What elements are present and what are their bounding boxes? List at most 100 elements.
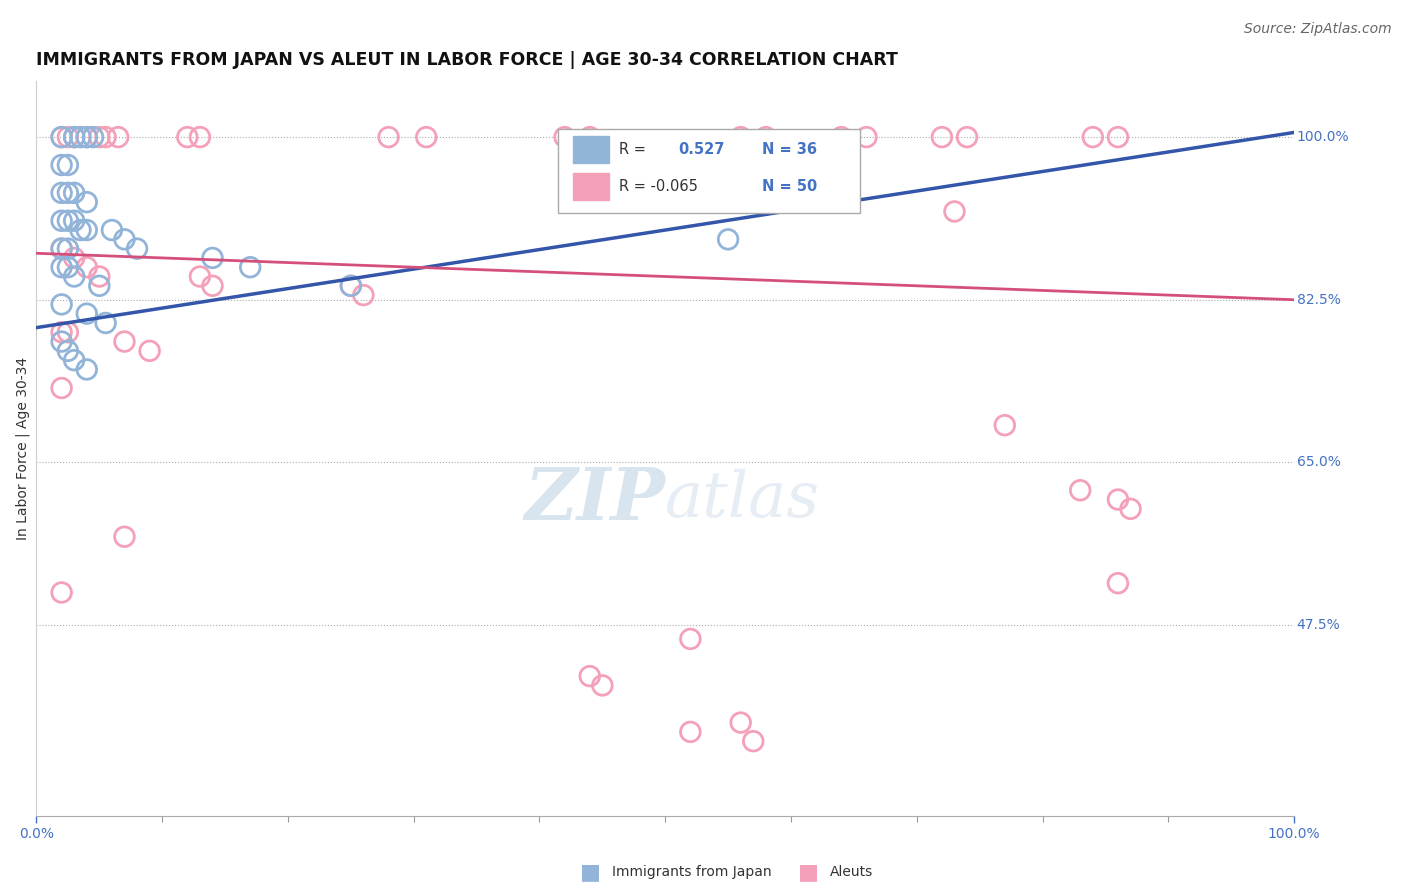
Point	[755, 130, 778, 145]
Text: Immigrants from Japan: Immigrants from Japan	[612, 865, 772, 880]
Point	[1107, 576, 1129, 591]
Text: 47.5%: 47.5%	[1296, 618, 1340, 632]
Point	[340, 278, 363, 293]
Text: 0.527: 0.527	[678, 142, 724, 157]
Point	[956, 130, 979, 145]
Point	[94, 316, 117, 330]
Point	[69, 223, 91, 237]
Point	[63, 269, 86, 284]
Y-axis label: In Labor Force | Age 30-34: In Labor Force | Age 30-34	[15, 357, 30, 540]
Point	[679, 724, 702, 739]
Point	[56, 213, 79, 227]
Point	[114, 232, 136, 246]
Bar	[574, 136, 609, 163]
Point	[554, 130, 576, 145]
Point	[1119, 501, 1142, 516]
Point	[94, 130, 117, 145]
Text: 65.0%: 65.0%	[1296, 456, 1340, 469]
Point	[51, 186, 73, 200]
Text: R =: R =	[619, 142, 645, 157]
Point	[1081, 130, 1104, 145]
Text: Source: ZipAtlas.com: Source: ZipAtlas.com	[1244, 22, 1392, 37]
Text: ZIP: ZIP	[524, 465, 665, 535]
Point	[76, 307, 98, 321]
Point	[76, 195, 98, 210]
Point	[641, 167, 664, 181]
Point	[89, 278, 111, 293]
Point	[994, 418, 1017, 433]
Point	[138, 343, 160, 358]
Point	[415, 130, 437, 145]
Point	[101, 223, 124, 237]
Point	[730, 715, 752, 730]
Point	[51, 213, 73, 227]
Point	[63, 353, 86, 368]
Point	[176, 130, 198, 145]
Point	[830, 130, 852, 145]
Point	[1107, 492, 1129, 507]
Point	[56, 343, 79, 358]
Point	[56, 325, 79, 339]
Point	[855, 130, 877, 145]
Point	[63, 130, 86, 145]
Point	[76, 260, 98, 275]
Point	[51, 260, 73, 275]
Point	[89, 269, 111, 284]
Point	[114, 334, 136, 349]
Point	[931, 130, 953, 145]
Point	[76, 130, 98, 145]
Point	[76, 223, 98, 237]
Point	[188, 130, 211, 145]
Text: IMMIGRANTS FROM JAPAN VS ALEUT IN LABOR FORCE | AGE 30-34 CORRELATION CHART: IMMIGRANTS FROM JAPAN VS ALEUT IN LABOR …	[37, 51, 898, 69]
Text: R = -0.065: R = -0.065	[619, 178, 697, 194]
Point	[51, 242, 73, 256]
Point	[943, 204, 966, 219]
Point	[578, 669, 600, 683]
Point	[239, 260, 262, 275]
Point	[352, 288, 374, 302]
Point	[56, 130, 79, 145]
Bar	[558, 129, 860, 213]
Point	[51, 334, 73, 349]
Text: 100.0%: 100.0%	[1296, 130, 1350, 145]
Point	[63, 213, 86, 227]
Point	[717, 232, 740, 246]
Point	[188, 269, 211, 284]
Point	[51, 242, 73, 256]
Point	[89, 130, 111, 145]
Point	[340, 278, 363, 293]
Text: Aleuts: Aleuts	[830, 865, 873, 880]
Point	[1107, 130, 1129, 145]
Text: 82.5%: 82.5%	[1296, 293, 1340, 307]
Point	[51, 297, 73, 311]
Point	[51, 158, 73, 172]
Text: atlas: atlas	[665, 469, 820, 531]
Point	[107, 130, 129, 145]
Point	[51, 381, 73, 395]
Point	[679, 632, 702, 646]
Text: N = 50: N = 50	[762, 178, 817, 194]
Point	[82, 130, 104, 145]
Bar	[574, 173, 609, 200]
Point	[51, 325, 73, 339]
Text: N = 36: N = 36	[762, 142, 817, 157]
Point	[591, 678, 613, 692]
Point	[56, 242, 79, 256]
Point	[76, 130, 98, 145]
Point	[730, 130, 752, 145]
Point	[69, 130, 91, 145]
Text: ■: ■	[581, 863, 600, 882]
Point	[56, 158, 79, 172]
Point	[578, 130, 600, 145]
Point	[63, 251, 86, 265]
Point	[51, 130, 73, 145]
Point	[377, 130, 399, 145]
Text: ■: ■	[799, 863, 818, 882]
Point	[56, 186, 79, 200]
Point	[51, 585, 73, 599]
Point	[51, 130, 73, 145]
Point	[63, 130, 86, 145]
Point	[76, 362, 98, 376]
Point	[114, 530, 136, 544]
Point	[63, 186, 86, 200]
